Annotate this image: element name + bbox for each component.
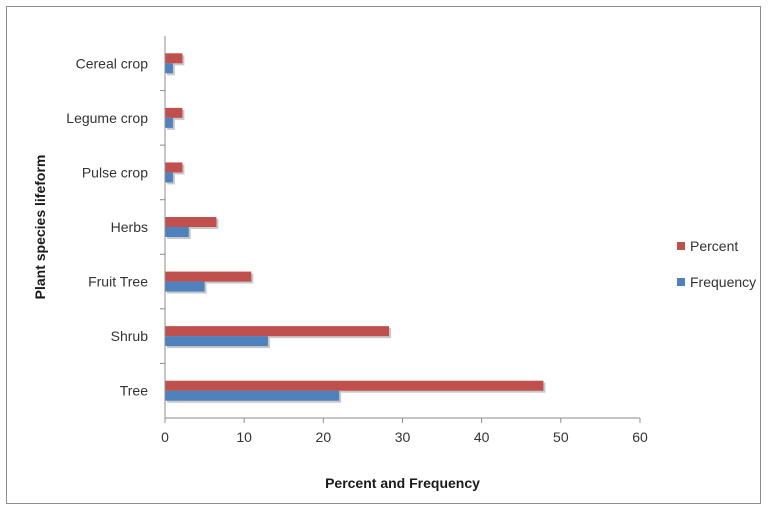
bar-frequency-cereal-crop xyxy=(165,63,173,74)
y-category-label: Cereal crop xyxy=(76,55,149,71)
y-category-label: Pulse crop xyxy=(82,164,148,180)
x-tick-label: 60 xyxy=(632,429,648,445)
x-tick-label: 30 xyxy=(395,429,411,445)
y-category-label: Legume crop xyxy=(66,110,148,126)
y-category-label: Tree xyxy=(120,383,148,399)
legend-swatch-frequency xyxy=(677,278,685,286)
x-tick-label: 0 xyxy=(161,429,169,445)
x-ticks-group: 0 10 20 30 40 50 60 xyxy=(161,418,648,445)
bar-percent-herbs xyxy=(165,217,217,227)
legend-label-percent: Percent xyxy=(690,238,738,254)
bar-frequency-herbs xyxy=(165,227,189,237)
bar-percent-fruit-tree xyxy=(165,271,252,282)
legend: Percent Frequency xyxy=(677,238,756,290)
x-tick-label: 20 xyxy=(316,429,332,445)
y-axis-title: Plant species lifeform xyxy=(32,155,48,300)
bars-group xyxy=(165,53,546,403)
chart-frame xyxy=(6,6,761,504)
y-category-label: Fruit Tree xyxy=(88,274,148,290)
bar-frequency-legume-crop xyxy=(165,117,173,128)
axes-group xyxy=(164,36,640,419)
bar-percent-tree xyxy=(165,380,544,391)
x-tick-label: 40 xyxy=(474,429,490,445)
x-tick-label: 50 xyxy=(553,429,569,445)
x-tick-label: 10 xyxy=(236,429,252,445)
y-categories-group: Tree Shrub Fruit Tree Herbs Pulse crop Legume… xyxy=(66,55,165,399)
bar-percent-shrub xyxy=(165,326,390,337)
bar-frequency-pulse-crop xyxy=(165,172,173,183)
bar-percent-legume-crop xyxy=(165,107,183,118)
legend-swatch-percent xyxy=(677,242,685,250)
bar-frequency-shrub xyxy=(165,336,268,347)
y-category-label: Herbs xyxy=(111,219,148,235)
bar-frequency-fruit-tree xyxy=(165,281,205,292)
bar-percent-pulse-crop xyxy=(165,162,183,173)
legend-label-frequency: Frequency xyxy=(690,274,756,290)
x-axis-title: Percent and Frequency xyxy=(325,475,480,491)
bar-frequency-tree xyxy=(165,390,340,401)
y-category-label: Shrub xyxy=(111,328,149,344)
bar-percent-cereal-crop xyxy=(165,53,183,64)
